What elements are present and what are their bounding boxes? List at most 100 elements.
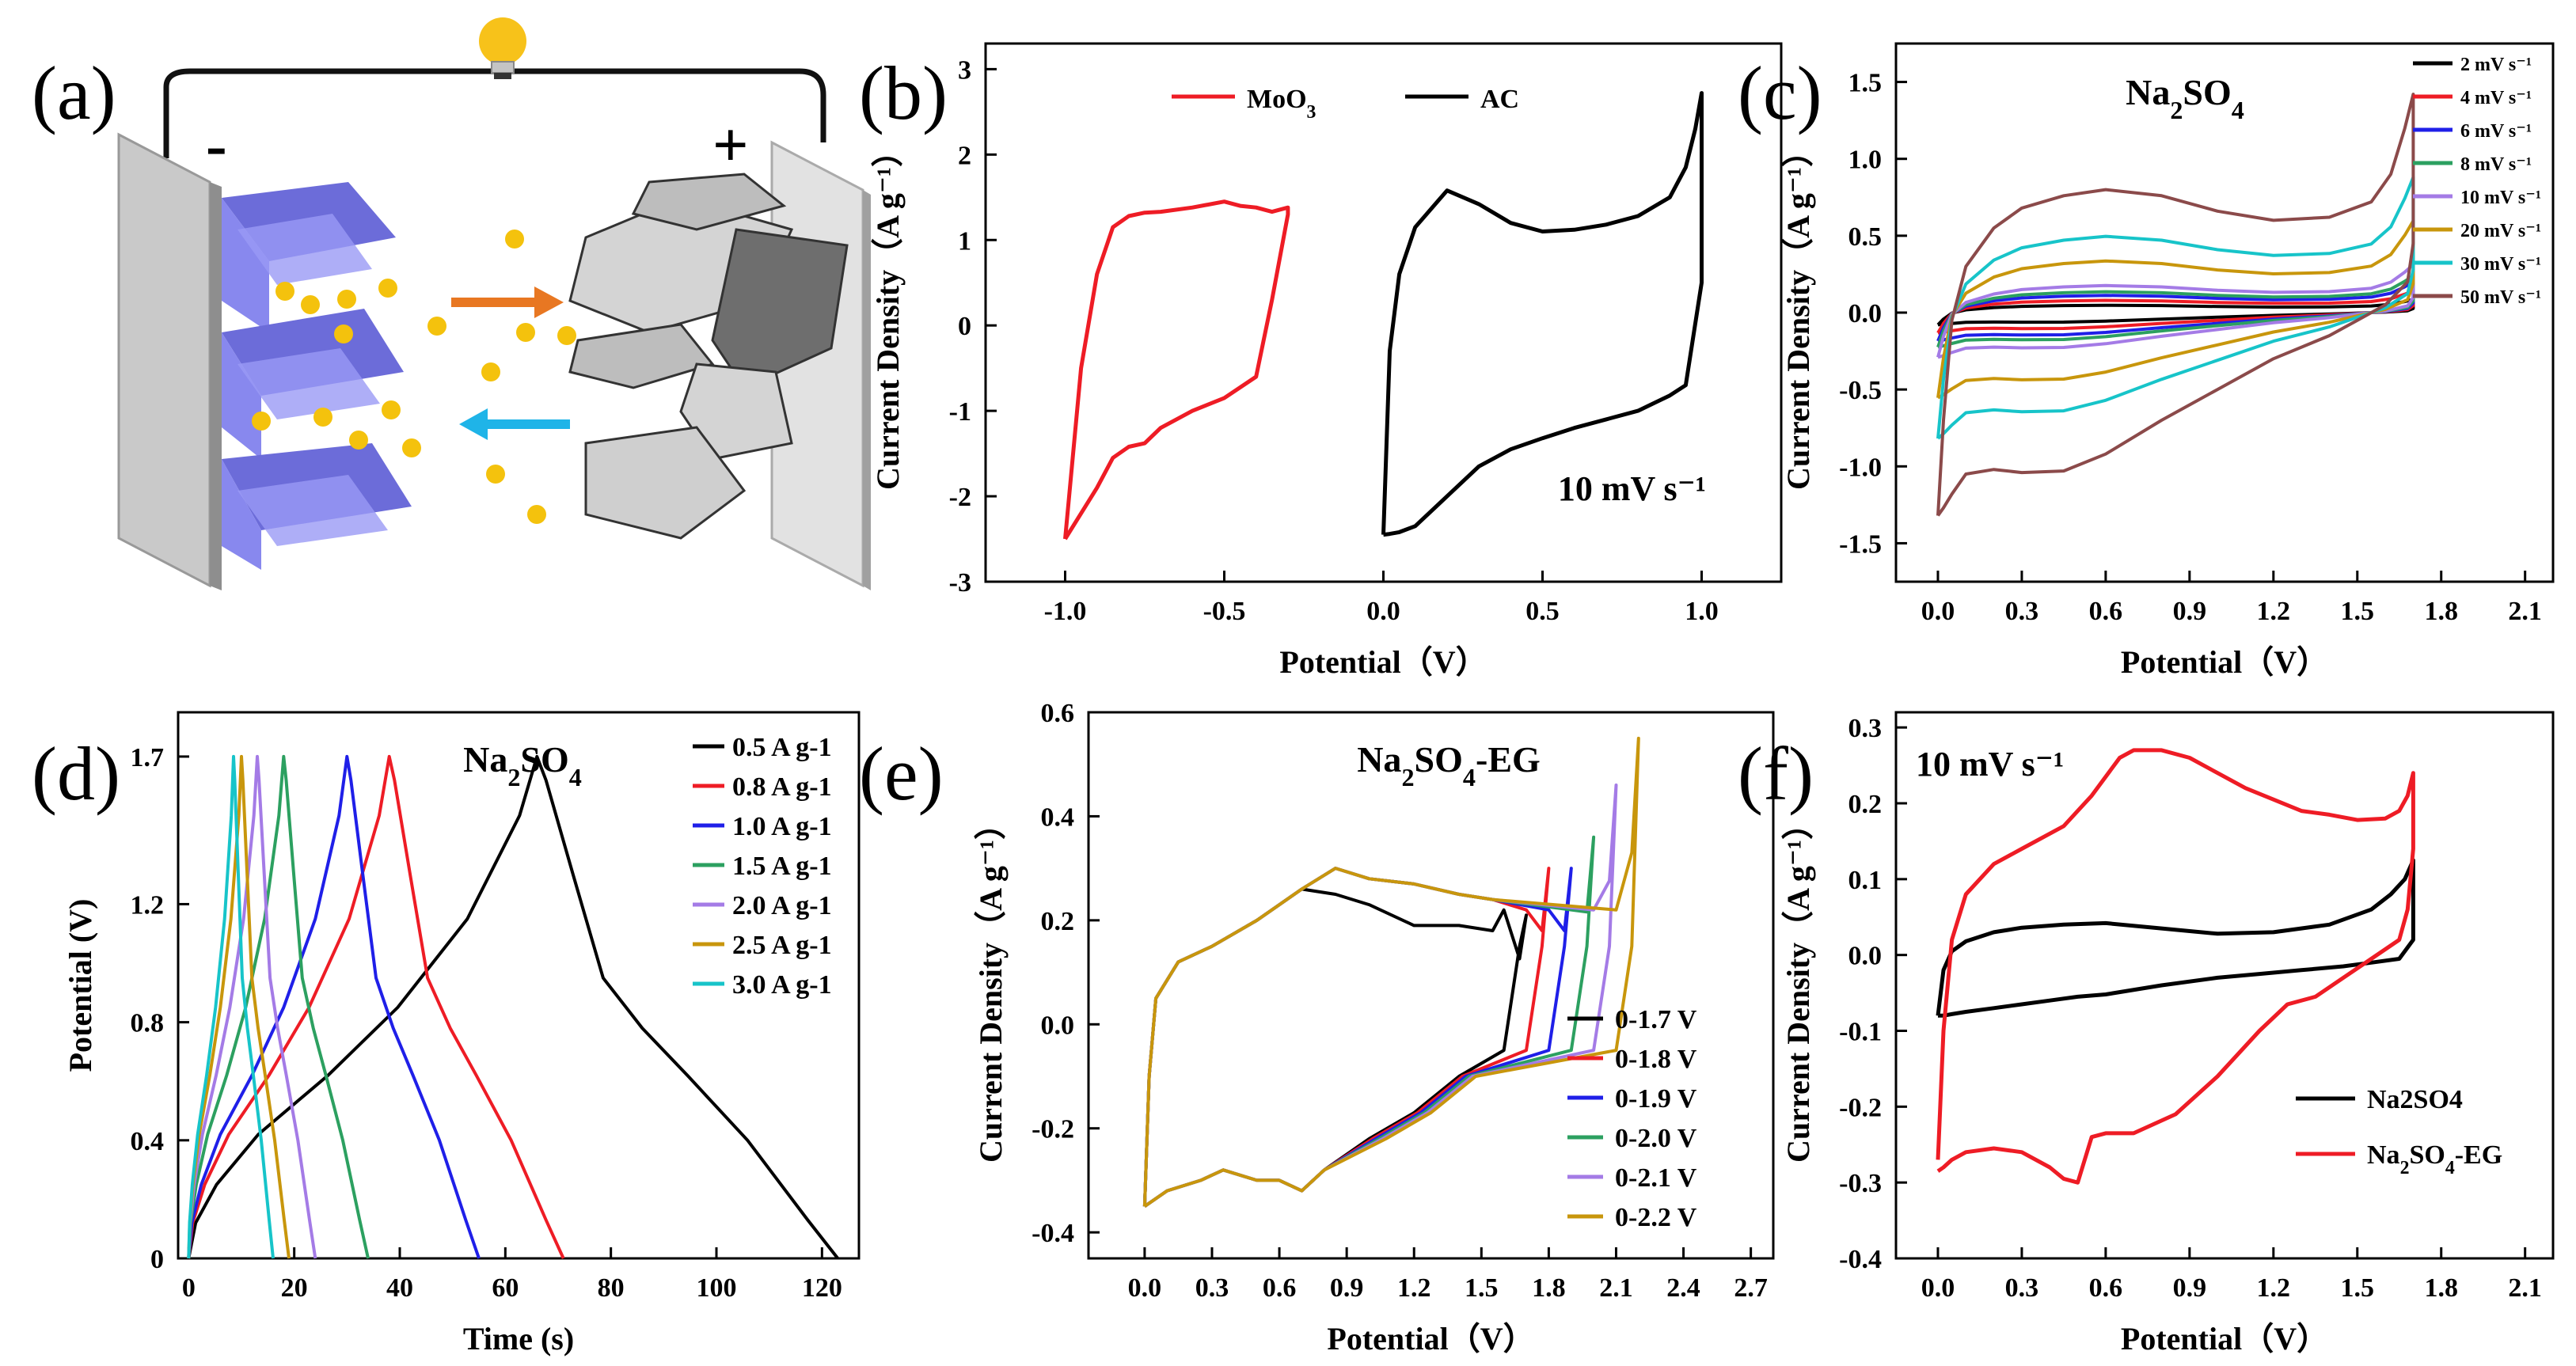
ions <box>252 230 576 524</box>
legend-label: 0-1.8 V <box>1615 1045 1697 1074</box>
x-tick-label: 2.7 <box>1734 1273 1768 1303</box>
y-tick-label: 3 <box>958 55 971 85</box>
legend-label: 1.5 A g-1 <box>732 852 832 881</box>
series-50-mv-s-1 <box>1936 93 2415 517</box>
x-tick-label: 2.1 <box>2508 597 2542 626</box>
y-tick-label: 0.0 <box>1848 942 1883 971</box>
y-axis-label: Current Density（A g⁻¹） <box>1780 808 1816 1163</box>
y-tick-label: -1.5 <box>1839 529 1882 559</box>
legend-label: 0-2.0 V <box>1615 1124 1697 1153</box>
chart-d-title: Na2SO4 <box>463 739 582 791</box>
series-10-mv-s-1 <box>1936 263 2415 359</box>
y-tick-label: 1 <box>958 226 971 256</box>
y-axis-label: Current Density（A g⁻¹） <box>870 135 906 490</box>
x-tick-label: 40 <box>386 1273 413 1303</box>
y-tick-label: 0 <box>150 1245 164 1274</box>
y-tick-label: 2 <box>958 141 971 170</box>
legend-label-na2so4-eg: Na2SO4-EG <box>2367 1140 2502 1178</box>
series-moo3 <box>1063 199 1290 541</box>
x-axis-label: Potential（V） <box>2121 1321 2328 1357</box>
x-tick-label: 1.8 <box>1532 1273 1566 1303</box>
y-tick-label: -0.3 <box>1839 1169 1882 1198</box>
legend-label-ac: AC <box>1480 85 1519 114</box>
legend-label: 0-2.2 V <box>1615 1203 1697 1232</box>
x-tick-label: 0.6 <box>1263 1273 1297 1303</box>
y-tick-label: 0 <box>958 312 971 341</box>
left-electrode <box>117 132 211 588</box>
y-tick-label: -0.5 <box>1839 376 1882 405</box>
x-axis-label: Potential（V） <box>1327 1321 1534 1357</box>
discharge-arrow <box>459 408 570 440</box>
series-na2so4-eg <box>1936 748 2415 1185</box>
y-tick-label: 0.0 <box>1848 299 1883 328</box>
x-tick-label: 0.3 <box>2005 1273 2039 1303</box>
x-tick-label: 0 <box>182 1273 196 1303</box>
carbon-sheets <box>568 173 849 540</box>
legend-label: 0-1.7 V <box>1615 1005 1697 1034</box>
series-0-2.2-V <box>1142 736 1640 1208</box>
legend-label-moo3: MoO3 <box>1247 85 1316 123</box>
minus-label: - <box>206 111 227 180</box>
panel-label-c: (c) <box>1738 51 1822 135</box>
chart-e: 0.0 0.3 0.6 0.9 1.2 1.5 1.8 2.1 2.4 2.7 -0.4 -0.2 0.… <box>973 699 1775 1357</box>
y-tick-label: 0.3 <box>1848 714 1883 743</box>
legend-label: 1.0 A g-1 <box>732 812 832 841</box>
x-tick-label: 2.1 <box>1599 1273 1633 1303</box>
y-tick-label: -3 <box>949 568 971 598</box>
x-tick-label: 0.3 <box>2005 597 2039 626</box>
y-tick-label: 0.8 <box>131 1009 165 1038</box>
x-tick-label: -1.0 <box>1044 597 1087 626</box>
series-3.0-a-g-1 <box>187 754 275 1259</box>
legend-label: 4 mV s⁻¹ <box>2460 88 2532 108</box>
moo3-slabs <box>222 182 412 570</box>
legend-label: 30 mV s⁻¹ <box>2460 254 2541 275</box>
legend-label: 2.5 A g-1 <box>732 931 832 960</box>
x-tick-label: 0.9 <box>1330 1273 1364 1303</box>
panel-label-e: (e) <box>859 731 944 816</box>
y-tick-label: -2 <box>949 483 971 512</box>
plot-frame <box>1087 711 1775 1260</box>
x-tick-label: 80 <box>598 1273 625 1303</box>
series-0.5-a-g-1 <box>187 754 839 1260</box>
legend-label: 2.0 A g-1 <box>732 891 832 920</box>
y-tick-label: 0.5 <box>1848 222 1883 252</box>
x-tick-label: 1.2 <box>2257 1273 2291 1303</box>
chart-e-title: Na2SO4-EG <box>1357 739 1541 791</box>
chart-b: -1.0 -0.5 0.0 0.5 1.0 -3 -2 -1 0 1 2 3 Potential（V） C… <box>870 42 1783 680</box>
y-tick-label: 0.0 <box>1041 1011 1075 1040</box>
series-1.0-a-g-1 <box>187 754 481 1259</box>
legend-label: 2 mV s⁻¹ <box>2460 55 2532 75</box>
x-tick-label: 60 <box>492 1273 519 1303</box>
x-axis-label: Potential（V） <box>1279 644 1487 680</box>
chart-d: 0 20 40 60 80 100 120 0 0.4 0.8 1.2 1.7 Time (s) Pote… <box>63 711 861 1357</box>
x-tick-label: 0.0 <box>1366 597 1400 626</box>
x-tick-label: 0.6 <box>2089 1273 2123 1303</box>
y-tick-label: 0.4 <box>131 1127 165 1156</box>
series-0-2.0-V <box>1142 835 1596 1208</box>
legend-label: 0-2.1 V <box>1615 1163 1697 1193</box>
legend-label: 6 mV s⁻¹ <box>2460 121 2532 142</box>
x-axis-label: Time (s) <box>463 1321 574 1357</box>
y-axis-label: Current Density（A g⁻¹） <box>973 808 1009 1163</box>
series-20-mv-s-1 <box>1936 219 2415 400</box>
x-tick-label: 0.0 <box>1128 1273 1162 1303</box>
legend-label: 10 mV s⁻¹ <box>2460 188 2541 208</box>
legend-label-na2so4: Na2SO4 <box>2367 1085 2463 1114</box>
x-tick-label: 1.2 <box>2257 597 2291 626</box>
y-tick-label: 0.4 <box>1041 803 1075 832</box>
y-tick-label: -0.4 <box>1032 1219 1074 1248</box>
series-0-1.7-V <box>1142 887 1528 1208</box>
x-tick-label: 1.0 <box>1685 597 1719 626</box>
series-na2so4 <box>1936 858 2415 1018</box>
chart-f: 0.0 0.3 0.6 0.9 1.2 1.5 1.8 2.1 -0.4 -0.3 -0.2 -0.1… <box>1780 711 2555 1357</box>
x-tick-label: 1.5 <box>1465 1273 1499 1303</box>
y-tick-label: 1.7 <box>131 743 165 772</box>
x-tick-label: 0.0 <box>1921 597 1955 626</box>
charge-arrow <box>451 286 564 318</box>
y-tick-label: 1.5 <box>1848 69 1883 98</box>
x-tick-label: 1.5 <box>2341 597 2375 626</box>
y-tick-label: -0.2 <box>1032 1115 1074 1144</box>
panel-label-f: (f) <box>1738 731 1814 816</box>
legend-label: 8 mV s⁻¹ <box>2460 154 2532 175</box>
